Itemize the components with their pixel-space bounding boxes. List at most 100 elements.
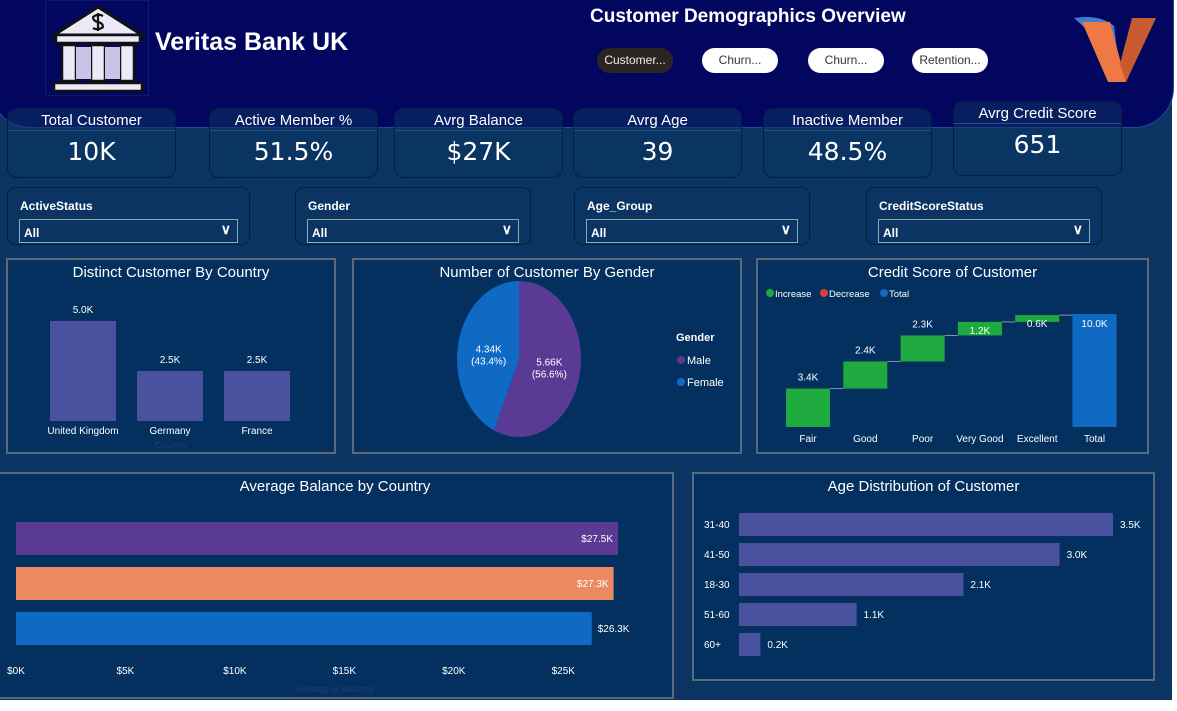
age-bar	[739, 633, 761, 656]
slice-percent-label: (43.4%)	[471, 357, 506, 368]
pie-slice-female	[457, 281, 519, 431]
data-label: $27.3K	[577, 579, 609, 590]
kpi-title: Avrg Balance	[395, 109, 562, 131]
data-label: 0.2K	[767, 640, 788, 651]
data-label: $27.5K	[581, 534, 613, 545]
dropdown-value: All	[24, 226, 40, 240]
kpi-title: Total Customer	[8, 109, 175, 131]
category-label: France	[241, 426, 273, 437]
nav-customer-button[interactable]: Customer...	[597, 48, 673, 73]
kpi-value: 651	[1013, 130, 1062, 159]
slicer-label: ActiveStatus	[20, 199, 93, 213]
slicer-label: Age_Group	[587, 199, 653, 213]
legend-marker	[820, 289, 828, 297]
balance-bar	[16, 612, 592, 645]
gender-dropdown[interactable]: All ∨	[307, 219, 519, 243]
waterfall-bar	[1015, 315, 1060, 322]
waterfall-bar	[957, 321, 1002, 336]
legend-item: Total	[889, 289, 909, 300]
slice-value-label: 5.66K	[536, 357, 562, 368]
dropdown-value: All	[591, 226, 607, 240]
nav-churn-button-1[interactable]: Churn...	[702, 48, 778, 73]
data-label: 2.3K	[912, 319, 933, 330]
category-label: Germany	[149, 426, 190, 437]
bar	[224, 371, 290, 421]
legend-title: Gender	[676, 332, 715, 344]
age-bar	[739, 573, 964, 596]
chevron-down-icon: ∨	[780, 221, 791, 237]
age-distribution-chart: Age Distribution of Customer 31-40 3.5K 41-…	[692, 472, 1155, 681]
kpi-title: Inactive Member	[764, 109, 931, 131]
category-label: United Kingdom	[47, 426, 118, 437]
category-label: Poor	[912, 434, 934, 445]
slicer-gender: Gender All ∨	[295, 187, 531, 245]
kpi-avrg-credit-score: Avrg Credit Score 651	[953, 101, 1122, 176]
gender-pie-chart: Number of Customer By Gender 5.66K (56.6%)…	[352, 258, 742, 454]
active-status-dropdown[interactable]: All ∨	[19, 219, 238, 243]
kpi-total-customer: Total Customer 10K	[7, 108, 176, 178]
country-customer-chart: Distinct Customer By Country 5.0K United K…	[6, 258, 336, 454]
bank-building-icon	[48, 5, 148, 93]
age-bar	[739, 513, 1113, 536]
kpi-active-member: Active Member % 51.5%	[209, 108, 378, 178]
kpi-value: 51.5%	[253, 137, 334, 166]
legend-marker	[766, 289, 774, 297]
x-tick-label: $5K	[117, 666, 135, 677]
data-label: 3.5K	[1120, 520, 1141, 531]
nav-churn-button-2[interactable]: Churn...	[808, 48, 884, 73]
chart-title: Number of Customer By Gender	[439, 264, 655, 281]
pie-slice-male	[494, 281, 581, 437]
category-label: Fair	[799, 434, 817, 445]
slice-percent-label: (56.6%)	[532, 369, 567, 380]
category-label: Total	[1084, 434, 1105, 445]
kpi-value: 39	[641, 137, 674, 166]
country-bar-svg: 5.0K United Kingdom 2.5K Germany 2.5K France C…	[47, 305, 290, 450]
category-label: Good	[853, 434, 877, 445]
slice-value-label: 4.34K	[476, 345, 502, 356]
avg-balance-chart: Average Balance by Country $27.5K $27.3K $2…	[0, 472, 674, 699]
slicer-label: CreditScoreStatus	[879, 199, 984, 213]
data-label: 2.1K	[970, 580, 991, 591]
legend-item: Male	[687, 355, 711, 367]
waterfall-bar	[786, 388, 830, 427]
waterfall-svg: Increase Decrease Total 3.4K Fair 2.4K Good 2.3…	[766, 289, 1117, 445]
x-tick-label: $20K	[442, 666, 466, 677]
legend-marker	[880, 289, 888, 297]
slicer-label: Gender	[308, 199, 351, 213]
category-label: 41-50	[704, 550, 730, 561]
kpi-avrg-balance: Avrg Balance $27K	[394, 108, 563, 178]
x-axis-title: Average of Balance	[296, 684, 374, 694]
chart-title: Age Distribution of Customer	[827, 478, 1020, 495]
slicer-age-group: Age_Group All ∨	[574, 187, 810, 245]
data-label: 1.2K	[970, 326, 991, 337]
nav-retention-button[interactable]: Retention...	[912, 48, 988, 73]
kpi-title: Avrg Age	[574, 109, 741, 131]
category-label: Excellent	[1017, 434, 1058, 445]
age-group-dropdown[interactable]: All ∨	[586, 219, 798, 243]
x-tick-label: $0K	[7, 666, 25, 677]
kpi-value: 10K	[67, 137, 116, 166]
kpi-avrg-age: Avrg Age 39	[573, 108, 742, 178]
balance-bar	[16, 522, 618, 555]
legend-item: Decrease	[829, 289, 870, 300]
kpi-title: Avrg Credit Score	[954, 102, 1121, 124]
page-title: Customer Demographics Overview	[590, 6, 906, 27]
category-label: Very Good	[956, 434, 1003, 445]
data-label: 3.0K	[1067, 550, 1088, 561]
dropdown-value: All	[312, 226, 328, 240]
credit-score-status-dropdown[interactable]: All ∨	[878, 219, 1090, 243]
slicer-active-status: ActiveStatus All ∨	[7, 187, 250, 245]
bar	[50, 321, 116, 421]
legend-item: Increase	[775, 289, 811, 300]
credit-score-waterfall-chart: Credit Score of Customer Increase Decrease…	[756, 258, 1149, 454]
chevron-down-icon: ∨	[220, 221, 231, 237]
bar	[137, 371, 203, 421]
waterfall-bar	[900, 335, 945, 362]
data-label: 2.4K	[855, 345, 876, 356]
data-label: 2.5K	[247, 355, 268, 366]
legend-marker	[677, 378, 685, 386]
balance-bar-svg: $27.5K $27.3K $26.3K $0K $5K $10K $15K $20K $25K…	[7, 522, 630, 694]
age-bar	[739, 603, 857, 626]
x-axis-title: Country	[155, 440, 187, 450]
